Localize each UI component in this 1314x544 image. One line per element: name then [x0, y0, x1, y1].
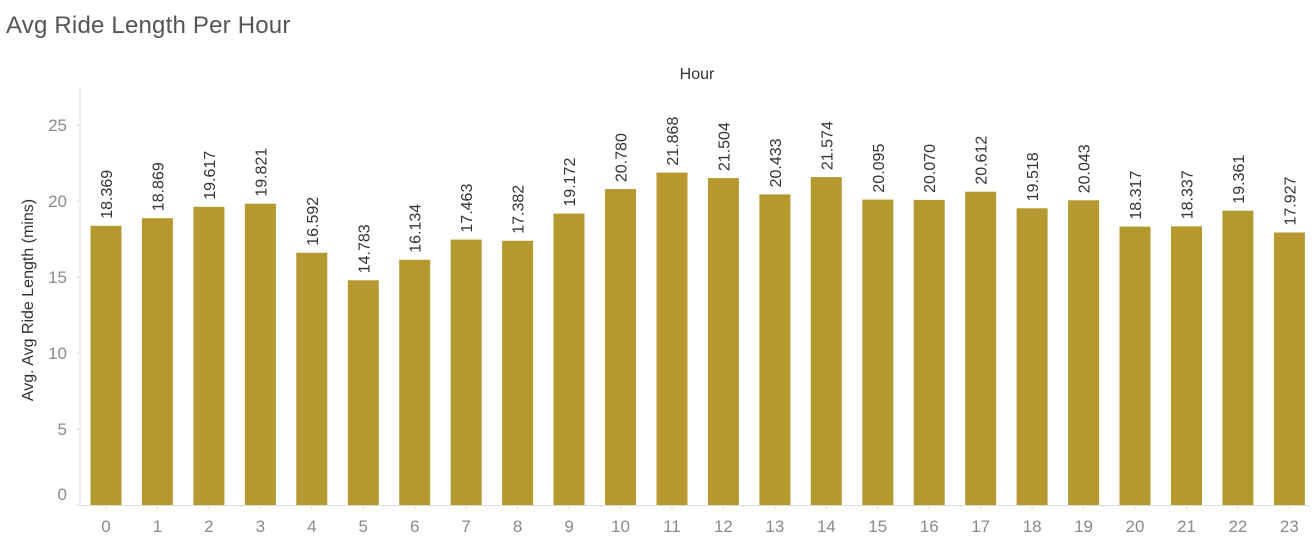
bar-hour-9[interactable]: [553, 213, 585, 505]
x-tick-label: 4: [307, 517, 316, 536]
x-tick-label: 8: [513, 517, 522, 536]
value-label-hour-14: 21.574: [819, 121, 836, 170]
bar-hour-7[interactable]: [450, 239, 482, 505]
x-tick-label: 15: [868, 517, 887, 536]
value-label-hour-8: 17.382: [511, 185, 528, 234]
y-tick-label: 15: [48, 268, 67, 287]
x-tick-label: 23: [1280, 517, 1299, 536]
bar-hour-0[interactable]: [90, 225, 122, 506]
y-tick-label: 10: [48, 344, 67, 363]
value-label-hour-22: 19.361: [1231, 155, 1248, 204]
bar-hour-21[interactable]: [1171, 226, 1202, 506]
x-axis-title: Hour: [680, 66, 715, 83]
bar-hour-6[interactable]: [399, 259, 431, 505]
bar-hour-18[interactable]: [1016, 208, 1048, 506]
value-label-hour-2: 19.617: [202, 151, 219, 200]
y-tick-label: 25: [48, 116, 67, 135]
x-tick-label: 21: [1177, 517, 1196, 536]
bar-hour-11[interactable]: [656, 172, 688, 505]
y-axis-title: Avg. Avg Ride Length (mins): [20, 199, 37, 401]
bar-hour-23[interactable]: [1273, 232, 1305, 506]
value-label-hour-1: 18.869: [150, 162, 167, 211]
x-tick-label: 17: [971, 517, 990, 536]
bar-hour-3[interactable]: [244, 203, 276, 505]
x-tick-label: 20: [1126, 517, 1145, 536]
y-tick-label: 5: [58, 420, 67, 439]
chart-title: Avg Ride Length Per Hour: [6, 12, 291, 39]
x-tick-label: 16: [920, 517, 939, 536]
x-tick-label: 0: [101, 517, 110, 536]
bar-hour-8[interactable]: [502, 240, 534, 506]
value-label-hour-23: 17.927: [1282, 176, 1299, 225]
y-axis: 0 5 10 15 20 25: [48, 88, 81, 506]
bar-hour-1[interactable]: [141, 218, 173, 505]
bar-hour-17[interactable]: [965, 191, 997, 505]
x-tick-label: 12: [714, 517, 733, 536]
value-label-hour-9: 19.172: [562, 158, 579, 207]
bar-hour-10[interactable]: [605, 189, 636, 505]
x-tick-label: 13: [765, 517, 784, 536]
bar-hour-15[interactable]: [862, 199, 894, 505]
value-label-hour-12: 21.504: [716, 122, 733, 171]
x-tick-label: 6: [410, 517, 419, 536]
bar-hour-2[interactable]: [193, 206, 225, 506]
value-label-hour-17: 20.612: [974, 136, 991, 185]
value-label-hour-16: 20.070: [922, 144, 939, 193]
x-axis: 0 1 2 3 4 5 6 7 8 9 10 11 12 13 14 15 16 17 18 19 20 21 22 23: [80, 505, 1310, 536]
value-label-hour-3: 19.821: [253, 148, 270, 197]
x-tick-label: 2: [204, 517, 213, 536]
x-tick-label: 9: [564, 517, 573, 536]
value-label-hour-7: 17.463: [459, 184, 476, 233]
bar-hour-22[interactable]: [1222, 210, 1254, 505]
value-label-hour-20: 18.317: [1128, 171, 1145, 220]
value-label-hour-10: 20.780: [614, 133, 631, 182]
bar-hour-5[interactable]: [347, 280, 379, 505]
x-tick-label: 1: [153, 517, 162, 536]
x-tick-label: 22: [1228, 517, 1247, 536]
y-tick-label: 20: [48, 192, 67, 211]
value-label-hour-21: 18.337: [1180, 170, 1197, 219]
x-tick-label: 14: [817, 517, 836, 536]
value-label-hour-18: 19.518: [1025, 152, 1042, 201]
x-tick-label: 10: [611, 517, 630, 536]
x-tick-label: 5: [359, 517, 368, 536]
bar-hour-19[interactable]: [1068, 200, 1100, 506]
value-label-hour-19: 20.043: [1077, 144, 1094, 193]
bar-hour-4[interactable]: [296, 252, 328, 505]
value-label-hour-4: 16.592: [305, 197, 322, 246]
x-tick-label: 3: [256, 517, 265, 536]
bar-hour-13[interactable]: [759, 194, 791, 505]
value-label-hour-13: 20.433: [768, 138, 785, 187]
x-tick-label: 18: [1023, 517, 1042, 536]
x-tick-label: 11: [663, 517, 681, 536]
value-label-hour-15: 20.095: [871, 144, 888, 193]
bar-hour-12[interactable]: [707, 178, 739, 505]
x-tick-label: 19: [1074, 517, 1093, 536]
bar-hour-16[interactable]: [913, 199, 945, 505]
value-label-hour-11: 21.868: [665, 117, 682, 166]
value-label-hour-0: 18.369: [99, 170, 116, 219]
bars-group: [90, 172, 1305, 506]
y-tick-label: 0: [58, 485, 67, 504]
bar-hour-14[interactable]: [810, 177, 842, 505]
value-labels-group: 18.369 18.869 19.617 19.821 16.592 14.783 16.1…: [99, 117, 1299, 274]
bar-hour-20[interactable]: [1119, 226, 1151, 505]
x-tick-label: 7: [461, 517, 470, 536]
value-label-hour-6: 16.134: [408, 204, 425, 253]
value-label-hour-5: 14.783: [356, 224, 373, 273]
